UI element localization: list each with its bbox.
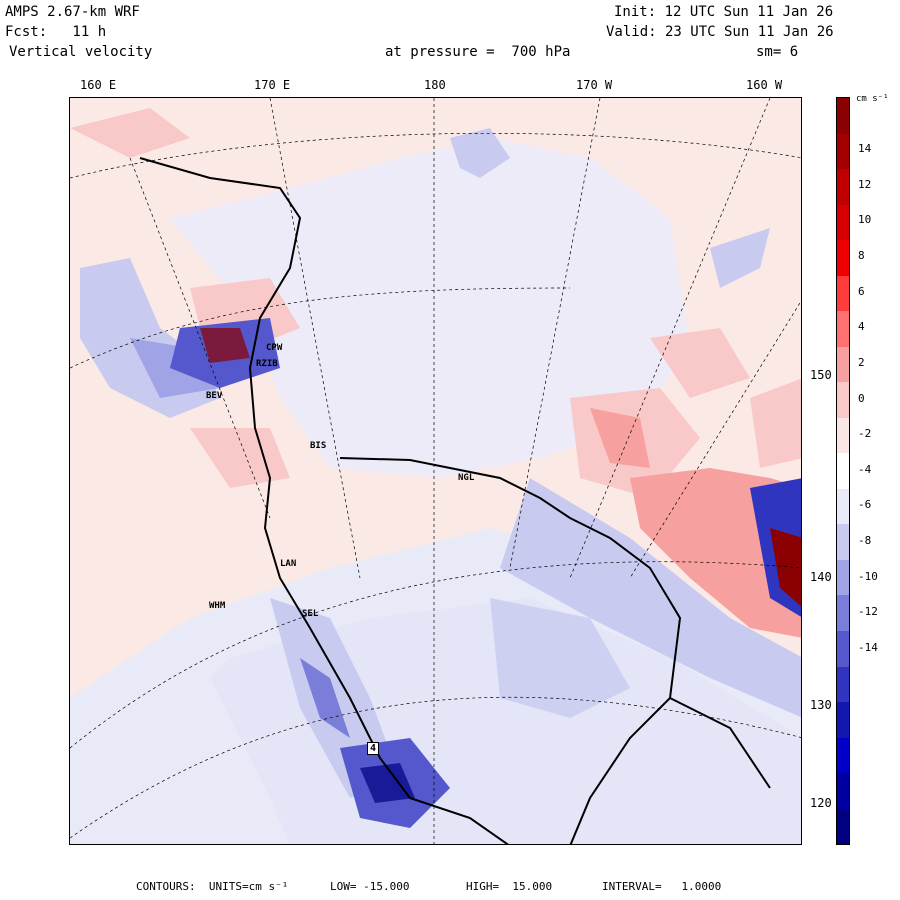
forecast-hour: Fcst: 11 h [5, 24, 107, 40]
footer-interval: INTERVAL= 1.0000 [602, 880, 722, 893]
colorbar-tick-label: 14 [858, 142, 872, 156]
pressure-level: at pressure = 700 hPa [385, 44, 571, 60]
coastline [139, 157, 509, 844]
colorbar-tick-label: 8 [858, 249, 865, 263]
colorbar-tick-label: -4 [858, 462, 872, 476]
land-mask [70, 638, 290, 844]
colorbar-tick-label: -14 [858, 640, 878, 654]
smoothing: sm= 6 [756, 44, 799, 60]
colorbar-swatch [837, 488, 849, 525]
colorbar-swatch [837, 98, 849, 134]
model-title: AMPS 2.67-km WRF [5, 4, 140, 20]
footer-low: LOW= -15.000 [330, 880, 410, 893]
colorbar-swatch [837, 169, 849, 205]
lon-label-160w: 160 W [746, 78, 783, 92]
colorbar-swatch [837, 346, 849, 383]
lon-label-180: 180 [424, 78, 446, 92]
field-name: Vertical velocity [9, 44, 153, 60]
map-marker-4: 4 [367, 742, 380, 755]
graticule [70, 98, 801, 844]
station-cpw: CPW [266, 343, 283, 353]
valid-time: Valid: 23 UTC Sun 11 Jan 26 [606, 24, 834, 40]
colorbar-swatch [837, 133, 849, 170]
colorbar-units: cm s⁻¹ [856, 94, 889, 104]
station-bis: BIS [310, 441, 327, 451]
colorbar-swatch [837, 275, 849, 312]
lon-label-160e: 160 E [80, 78, 117, 92]
colorbar-swatch [837, 240, 849, 276]
footer-contours: CONTOURS: UNITS=cm s⁻¹ [136, 880, 289, 893]
colorbar-tick-label: 6 [858, 284, 865, 298]
map-panel[interactable]: CPW RZIB BEV BIS NGL LAN WHM SEL 4 [69, 97, 802, 845]
colorbar-swatch [837, 453, 849, 489]
colorbar-swatch [837, 595, 849, 631]
map-canvas [70, 98, 801, 844]
colorbar-swatch [837, 311, 849, 347]
colorbar-swatch [837, 382, 849, 418]
colorbar-tick-label: 0 [858, 391, 865, 405]
colorbar-swatch [837, 666, 849, 703]
station-rzib: RZIB [256, 359, 278, 369]
lon-label-170w: 170 W [576, 78, 613, 92]
colorbar-tick-label: 10 [858, 213, 872, 227]
colorbar [836, 97, 850, 845]
colorbar-swatch [837, 630, 849, 667]
station-bev: BEV [206, 391, 223, 401]
colorbar-tick-label: -8 [858, 534, 872, 548]
station-lan: LAN [280, 559, 297, 569]
colorbar-swatch [837, 808, 849, 845]
colorbar-tick-label: -12 [858, 605, 878, 619]
colorbar-swatch [837, 559, 849, 596]
colorbar-tick-label: -10 [858, 569, 878, 583]
colorbar-swatch [837, 524, 849, 560]
colorbar-swatch [837, 737, 849, 774]
station-ngl: NGL [458, 473, 475, 483]
colorbar-tick-label: -6 [858, 498, 872, 512]
lon-label-170e: 170 E [254, 78, 291, 92]
footer-high: HIGH= 15.000 [466, 880, 553, 893]
colorbar-tick-label: -2 [858, 427, 872, 441]
station-sel: SEL [302, 609, 319, 619]
colorbar-tick-label: 12 [858, 177, 872, 191]
colorbar-swatch [837, 702, 849, 738]
colorbar-tick-label: 2 [858, 355, 865, 369]
station-whm: WHM [209, 601, 226, 611]
init-time: Init: 12 UTC Sun 11 Jan 26 [614, 4, 834, 20]
colorbar-swatch [837, 773, 849, 809]
colorbar-swatch [837, 204, 849, 241]
colorbar-swatch [837, 417, 849, 454]
colorbar-tick-label: 4 [858, 320, 865, 334]
